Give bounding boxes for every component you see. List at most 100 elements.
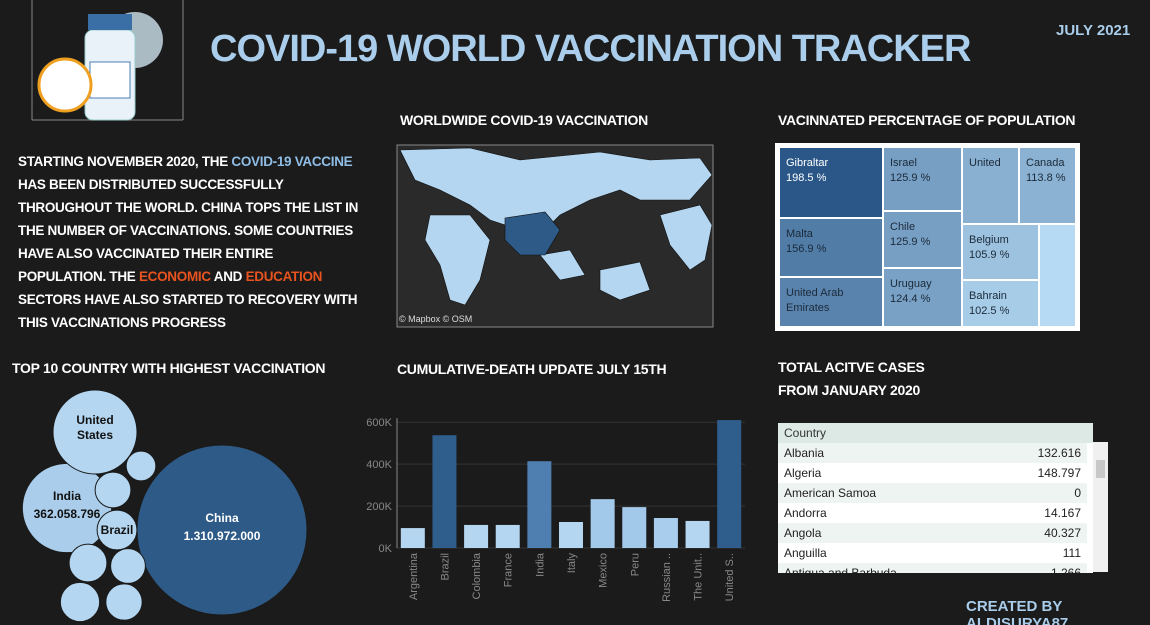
treemap-value: 105.9 % <box>969 249 1010 261</box>
cases-table: Country Albania 132.616 Algeria 148.797 Ameri… <box>778 423 1093 573</box>
active-cases: 0 <box>1074 486 1081 500</box>
active-cases: 40.327 <box>1044 526 1081 540</box>
treemap-cell: Chile 125.9 % <box>883 211 962 268</box>
treemap-label: United <box>969 157 1001 169</box>
treemap-label: Israel <box>890 157 917 169</box>
treemap-value: 125.9 % <box>890 172 931 184</box>
map-title: WORLDWIDE COVID-19 VACCINATION <box>400 112 648 128</box>
map-land <box>399 147 713 306</box>
x-tick-label: Argentina <box>408 552 420 600</box>
bubble-value: 1.310.972.000 <box>184 529 261 543</box>
treemap-value: 124.4 % <box>890 293 931 305</box>
y-tick-label: 0K <box>379 543 393 555</box>
x-tick-label: Brazil <box>439 553 451 581</box>
treemap-label: Malta <box>786 228 813 240</box>
treemap-label: Uruguay <box>890 278 932 290</box>
x-tick-label: Mexico <box>598 553 610 588</box>
x-tick-label: India <box>534 552 546 577</box>
treemap-label: Canada <box>1026 157 1065 169</box>
table-title-line: TOTAL ACITVE CASES <box>778 359 925 375</box>
bubble <box>125 450 157 482</box>
treemap-cell: Canada 113.8 % <box>1019 147 1076 224</box>
active-cases: 111 <box>1062 546 1081 560</box>
country: Andorra <box>784 506 827 520</box>
treemap-cell: United <box>962 147 1019 224</box>
intro-text: STARTING NOVEMBER 2020, THE <box>18 154 232 169</box>
land-china <box>504 211 561 256</box>
table-row: American Samoa 0 <box>778 483 1087 503</box>
bubble-value: 362.058.796 <box>34 507 101 521</box>
bar <box>559 522 583 548</box>
treemap-cell: Gibraltar 198.5 % <box>779 147 883 218</box>
intro-text: COVID-19 VACCINE <box>231 154 353 169</box>
bubble-label: India <box>53 489 81 503</box>
bubble-label: Brazil <box>101 523 134 537</box>
treemap-value: 102.5 % <box>969 305 1010 317</box>
table-header: Country <box>778 423 1093 443</box>
table-row: Albania 132.616 <box>778 443 1087 463</box>
table-title: TOTAL ACITVE CASES FROM JANUARY 2020 <box>778 356 925 402</box>
treemap-label: Gibraltar <box>786 157 829 169</box>
x-tick-label: Colombia <box>471 552 483 599</box>
bar <box>400 528 425 548</box>
bubble-chart: China 1.310.972.000 India 362.058.796 United… <box>21 389 308 623</box>
bubble <box>52 389 138 475</box>
country: Antigua and Barbuda <box>784 566 897 573</box>
table-row: Andorra 14.167 <box>778 503 1087 523</box>
bar-chart: 0K 200K 400K 600K Argentina Brazil Colombia Fra… <box>366 417 745 602</box>
table-title-line: FROM JANUARY 2020 <box>778 382 920 398</box>
active-cases: 132.616 <box>1037 446 1081 460</box>
bar <box>717 420 742 548</box>
treemap-label: United Arab Emirates <box>786 287 844 314</box>
country: Angola <box>784 526 822 540</box>
treemap-label: Chile <box>890 221 916 233</box>
land <box>539 249 586 281</box>
x-tick-label: Italy <box>566 553 578 574</box>
bar <box>653 518 678 548</box>
treemap-value: 125.9 % <box>890 236 931 248</box>
active-cases: 1.266 <box>1050 566 1081 573</box>
treemap: Gibraltar 198.5 % Malta 156.9 % United Arab … <box>775 143 1080 331</box>
x-tick-label: The Unit.. <box>693 553 705 601</box>
treemap-cell: Malta 156.9 % <box>779 218 883 277</box>
treemap-label: Belgium <box>969 234 1009 246</box>
treemap-label: Bahrain <box>969 290 1007 302</box>
treemap-value: 113.8 % <box>1026 172 1066 184</box>
intro-text: SECTORS HAVE ALSO STARTED TO RECOVERY WI… <box>18 292 358 330</box>
chart-title: VACINNATED PERCENTAGE OF POPULATION <box>778 112 1076 128</box>
active-cases: 148.797 <box>1037 466 1081 480</box>
land <box>599 261 651 301</box>
chart-title: TOP 10 COUNTRY WITH HIGHEST VACCINATION <box>12 360 326 376</box>
bubble <box>96 509 138 551</box>
table-row: Angola 40.327 <box>778 523 1087 543</box>
intro-text: AND <box>210 269 246 284</box>
treemap-cell: Bahrain 102.5 % <box>962 280 1039 327</box>
bubble-label: United States <box>76 413 113 442</box>
vial-label <box>89 61 131 99</box>
treemap-cell: Belgium 105.9 % <box>962 224 1039 280</box>
treemap-cell: Uruguay 124.4 % <box>883 268 962 327</box>
intro: STARTING NOVEMBER 2020, THE COVID-19 VAC… <box>18 150 363 334</box>
y-tick-label: 200K <box>366 501 392 513</box>
bubble <box>59 581 101 623</box>
x-tick-label: United S.. <box>724 553 736 601</box>
y-tick-label: 400K <box>366 459 392 471</box>
treemap-cell: United Arab Emirates <box>779 277 883 327</box>
bar <box>685 520 710 548</box>
chart-title: CUMULATIVE-DEATH UPDATE JULY 15TH <box>397 361 667 377</box>
vial-cap <box>88 14 132 30</box>
bar <box>432 435 457 548</box>
sticker <box>37 57 93 113</box>
bubble <box>68 543 108 583</box>
table-row: Anguilla 111 <box>778 543 1087 563</box>
bubble <box>105 583 143 621</box>
country: American Samoa <box>784 486 877 500</box>
x-tick-label: France <box>503 553 515 587</box>
map-attribution: © Mapbox © OSM <box>399 314 473 324</box>
intro-text: EDUCATION <box>245 269 323 284</box>
title: COVID-19 WORLD VACCINATION TRACKER <box>210 28 971 70</box>
scroll-thumb[interactable] <box>1096 460 1105 478</box>
x-tick-label: Russian .. <box>661 553 673 602</box>
bubble <box>94 471 132 509</box>
treemap-value: 198.5 % <box>786 172 827 184</box>
